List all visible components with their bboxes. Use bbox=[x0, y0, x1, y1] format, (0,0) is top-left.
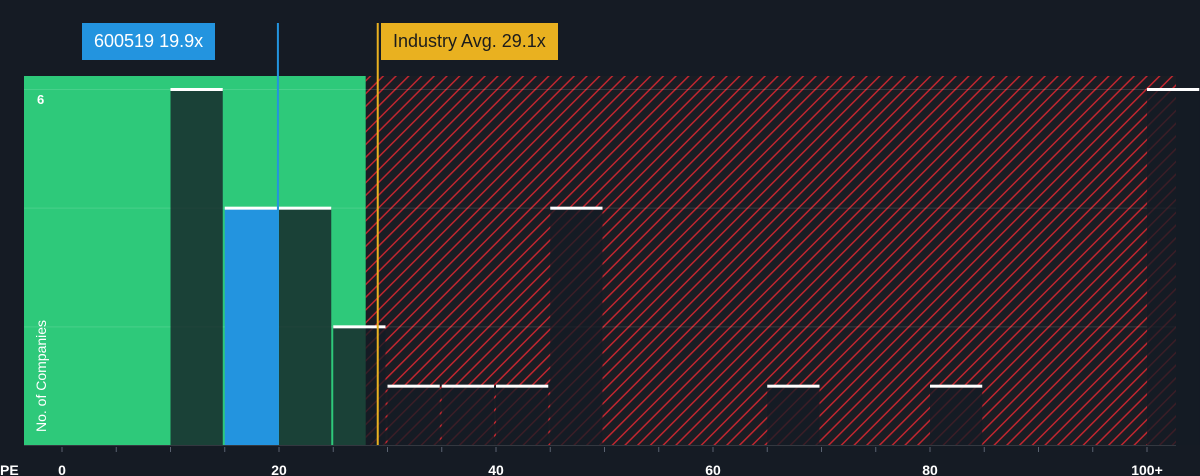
company-pe-callout: 600519 19.9x bbox=[82, 23, 216, 60]
histogram-bar-cap-25-30 bbox=[333, 325, 386, 329]
x-tick-label-100+: 100+ bbox=[1131, 462, 1163, 476]
histogram-bar-80-85 bbox=[930, 385, 983, 445]
x-tick-label-0: 0 bbox=[58, 462, 66, 476]
histogram-bar-cap-80-85 bbox=[930, 384, 983, 388]
histogram-bar-cap-100-105 bbox=[1147, 88, 1200, 91]
histogram-bar-cap-40-45 bbox=[496, 384, 549, 388]
histogram-bar-30-35 bbox=[387, 385, 440, 445]
overvalued-zone bbox=[365, 76, 1176, 445]
histogram-bar-cap-15-20 bbox=[224, 206, 277, 210]
y-axis-title: No. of Companies bbox=[33, 320, 49, 432]
histogram-bar-cap-30-35 bbox=[387, 384, 440, 388]
x-axis-title: PE bbox=[0, 462, 19, 476]
histogram-bar-cap-35-40 bbox=[441, 384, 494, 388]
x-tick-label-40: 40 bbox=[488, 462, 504, 476]
histogram-bar-15-20 bbox=[224, 207, 277, 445]
industry-average-label: Industry Avg. 29.1x bbox=[393, 31, 546, 51]
histogram-bar-40-45 bbox=[496, 385, 549, 445]
company-pe-label: 600519 19.9x bbox=[94, 31, 204, 51]
histogram-bar-cap-20-25 bbox=[279, 206, 332, 210]
x-tick-label-20: 20 bbox=[271, 462, 287, 476]
x-tick-label-60: 60 bbox=[705, 462, 721, 476]
histogram-bar-cap-45-50 bbox=[550, 206, 603, 210]
histogram-bar-20-25 bbox=[279, 207, 332, 445]
x-tick-label-80: 80 bbox=[922, 462, 938, 476]
histogram-bar-cap-10-15 bbox=[170, 88, 223, 91]
y-tick-label-6: 6 bbox=[37, 92, 44, 107]
histogram-bar-65-70 bbox=[767, 385, 820, 445]
histogram-bar-100-105 bbox=[1147, 89, 1200, 445]
histogram-bar-10-15 bbox=[170, 89, 223, 445]
histogram-bar-35-40 bbox=[441, 385, 494, 445]
industry-average-callout: Industry Avg. 29.1x bbox=[381, 23, 558, 60]
histogram-bar-cap-65-70 bbox=[767, 384, 820, 388]
histogram-bar-45-50 bbox=[550, 207, 603, 445]
